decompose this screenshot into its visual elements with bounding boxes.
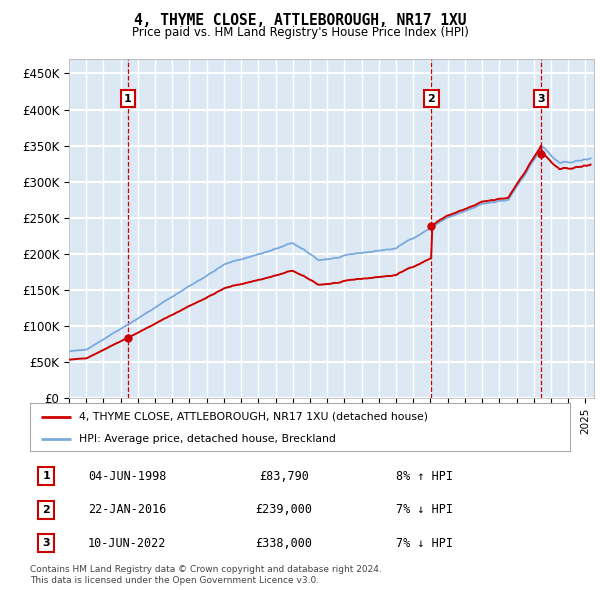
Text: 7% ↓ HPI: 7% ↓ HPI	[396, 537, 453, 550]
Text: Price paid vs. HM Land Registry's House Price Index (HPI): Price paid vs. HM Land Registry's House …	[131, 26, 469, 39]
Text: 1: 1	[43, 471, 50, 481]
Text: HPI: Average price, detached house, Breckland: HPI: Average price, detached house, Brec…	[79, 434, 335, 444]
Text: 4, THYME CLOSE, ATTLEBOROUGH, NR17 1XU (detached house): 4, THYME CLOSE, ATTLEBOROUGH, NR17 1XU (…	[79, 411, 428, 421]
Text: Contains HM Land Registry data © Crown copyright and database right 2024.
This d: Contains HM Land Registry data © Crown c…	[30, 565, 382, 585]
Text: £239,000: £239,000	[255, 503, 312, 516]
Text: 3: 3	[538, 94, 545, 104]
Text: 2: 2	[43, 505, 50, 515]
Text: £338,000: £338,000	[255, 537, 312, 550]
Text: £83,790: £83,790	[259, 470, 309, 483]
Text: 3: 3	[43, 538, 50, 548]
Text: 7% ↓ HPI: 7% ↓ HPI	[396, 503, 453, 516]
Text: 04-JUN-1998: 04-JUN-1998	[88, 470, 166, 483]
Text: 1: 1	[124, 94, 132, 104]
Text: 22-JAN-2016: 22-JAN-2016	[88, 503, 166, 516]
Text: 4, THYME CLOSE, ATTLEBOROUGH, NR17 1XU: 4, THYME CLOSE, ATTLEBOROUGH, NR17 1XU	[134, 13, 466, 28]
Text: 10-JUN-2022: 10-JUN-2022	[88, 537, 166, 550]
Text: 8% ↑ HPI: 8% ↑ HPI	[396, 470, 453, 483]
Text: 2: 2	[427, 94, 435, 104]
